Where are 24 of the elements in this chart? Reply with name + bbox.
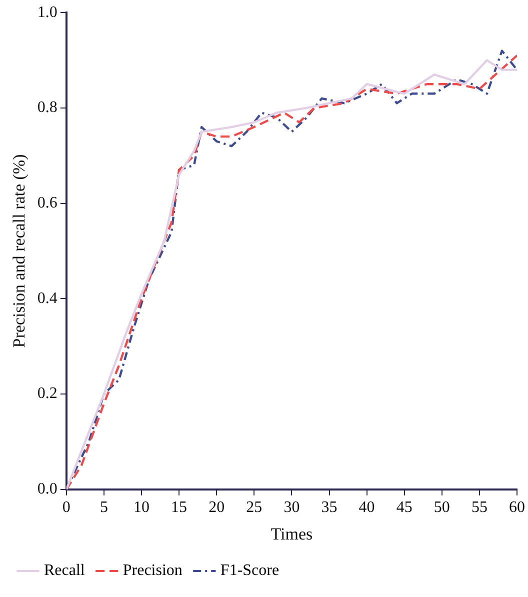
legend-label: Recall	[44, 562, 86, 580]
y-tick-label: 0.6	[37, 194, 58, 212]
x-tick-label: 55	[471, 499, 488, 516]
legend-label: Precision	[122, 562, 182, 580]
y-axis-title: Precision and recall rate (%)	[10, 154, 29, 348]
x-tick-label: 25	[246, 499, 262, 516]
y-tick-label: 0.4	[37, 290, 58, 307]
x-tick-label: 60	[509, 499, 525, 516]
y-tick-label: 0.2	[37, 385, 58, 402]
x-tick-label: 30	[284, 499, 300, 516]
y-tick-label: 0.0	[37, 480, 58, 498]
x-tick-label: 35	[321, 499, 338, 516]
x-tick-label: 15	[171, 499, 188, 516]
x-tick-label: 5	[100, 499, 108, 516]
y-tick-label: 1.0	[37, 4, 58, 21]
x-tick-label: 50	[434, 499, 450, 516]
y-tick-label: 0.8	[37, 99, 58, 116]
x-tick-label: 20	[208, 499, 225, 516]
x-tick-label: 0	[62, 499, 70, 516]
x-tick-label: 40	[358, 499, 375, 516]
legend-label: F1-Score	[220, 562, 280, 580]
x-tick-label: 10	[134, 499, 150, 516]
x-axis-title: Times	[270, 524, 313, 544]
x-tick-label: 45	[396, 499, 412, 516]
